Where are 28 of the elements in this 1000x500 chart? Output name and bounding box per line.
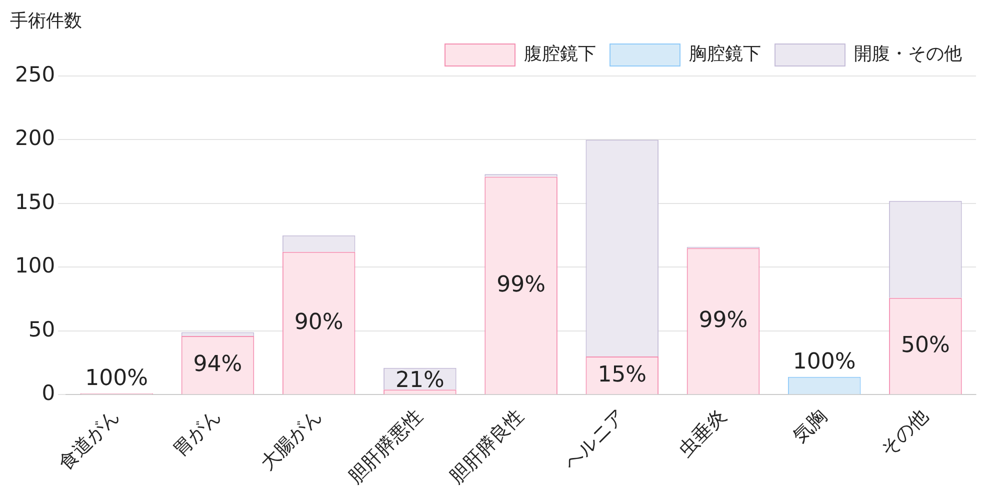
x-tick-label: 胆肝膵悪性 — [344, 405, 427, 488]
annotation: 15% — [598, 362, 647, 388]
annotation: 100% — [85, 366, 148, 392]
y-axis-title: 手術件数 — [10, 10, 82, 32]
legend-label: 開腹・その他 — [854, 44, 962, 65]
x-tick-label: 食道がん — [54, 405, 124, 475]
annotation: 90% — [294, 310, 344, 336]
x-tick-label: 気胸 — [788, 405, 832, 448]
annotation: 100% — [792, 350, 856, 375]
annotation: 94% — [193, 352, 242, 378]
y-tick-label: 0 — [42, 381, 56, 406]
y-tick-label: 200 — [14, 126, 56, 150]
annotation: 99% — [496, 272, 546, 298]
y-tick-label: 150 — [14, 190, 56, 214]
y-tick-label: 250 — [14, 62, 56, 86]
y-tick-label: 100 — [14, 254, 56, 278]
y-tick-label: 50 — [28, 317, 56, 342]
legend-label: 腹腔鏡下 — [524, 44, 596, 65]
legend-label: 胸腔鏡下 — [689, 44, 761, 65]
x-tick-label: 胃がん — [168, 405, 225, 462]
annotation: 21% — [395, 368, 444, 394]
x-tick-label: 大腸がん — [256, 405, 326, 475]
x-tick-label: 虫垂炎 — [674, 405, 730, 462]
x-tick-label: 胆肝膵良性 — [445, 405, 528, 488]
x-tick-label: その他 — [876, 405, 932, 462]
annotation: 50% — [900, 332, 950, 358]
x-tick-label: ヘルニア — [560, 405, 630, 475]
annotation: 99% — [698, 308, 748, 334]
